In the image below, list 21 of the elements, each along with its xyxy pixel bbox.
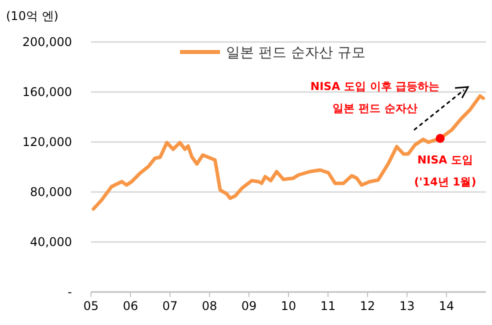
x-tick-label: 08: [202, 299, 218, 313]
y-tick-label: 200,000: [22, 35, 72, 49]
x-tick-label: 13: [399, 299, 415, 313]
annotation: NISA 도입 이후 급등하는 일본 펀드 순자산: [310, 80, 440, 115]
y-tick-label: -: [68, 285, 72, 299]
y-tick-label: 80,000: [30, 185, 72, 199]
x-tick-label: 09: [241, 299, 257, 313]
y-tick-label: 120,000: [22, 135, 72, 149]
legend-label: 일본 펀드 순자산 규모: [226, 45, 366, 61]
x-tick-label: 14: [438, 299, 454, 313]
y-tick-label: 40,000: [30, 235, 72, 249]
annotation: NISA 도입 ('14년 1월): [414, 153, 476, 188]
x-tick-label: 12: [360, 299, 376, 313]
x-tick-label: 05: [83, 299, 99, 313]
x-tick-label: 10: [280, 299, 296, 313]
y-axis-title: (10억 엔): [6, 9, 58, 23]
x-tick-label: 06: [122, 299, 138, 313]
y-tick-label: 160,000: [22, 85, 72, 99]
line-series: [92, 94, 485, 211]
x-tick-label: 11: [320, 299, 336, 313]
x-tick-label: 07: [162, 299, 178, 313]
